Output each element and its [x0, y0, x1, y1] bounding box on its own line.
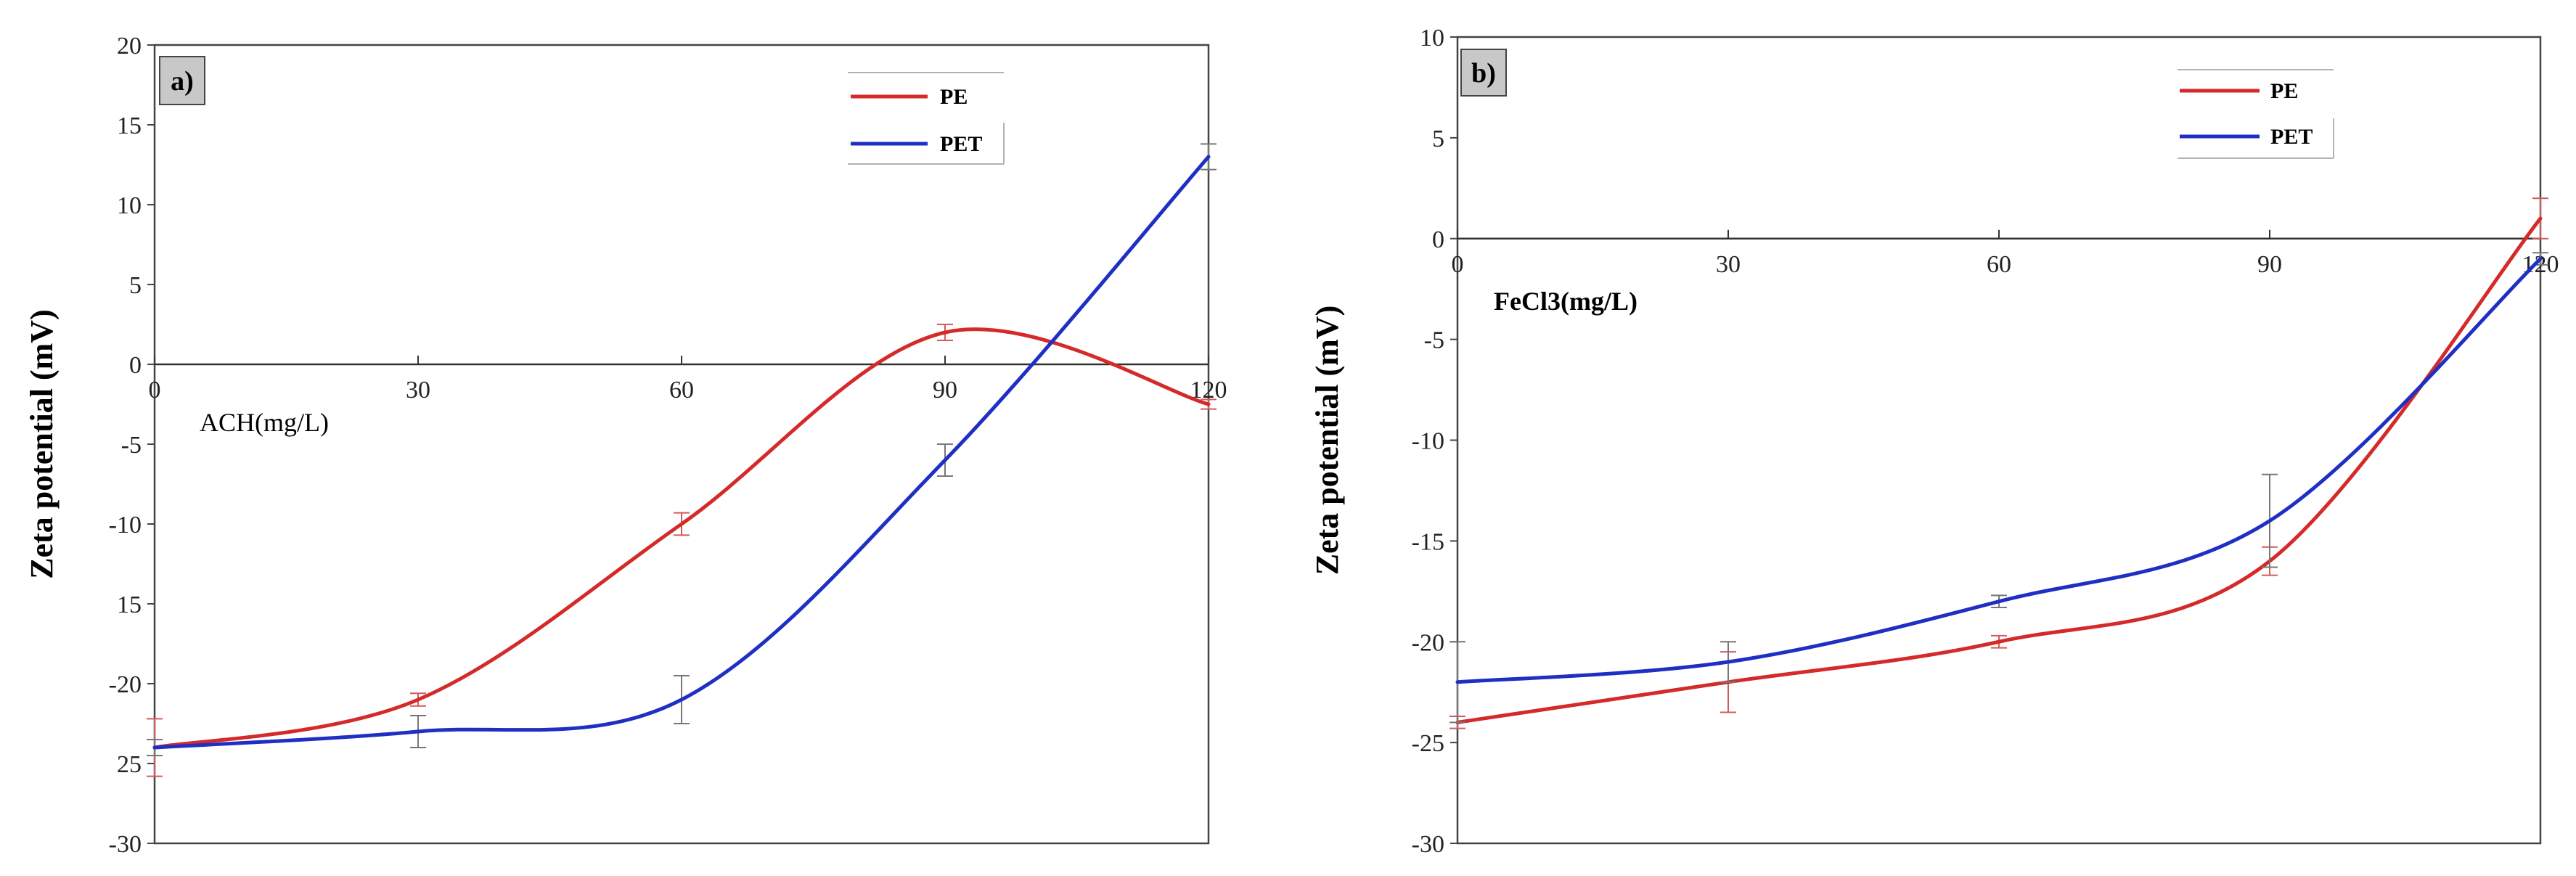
- series-pet: [147, 143, 1217, 756]
- y-tick-label: 0: [129, 352, 142, 379]
- x-tick-label: 60: [669, 377, 694, 404]
- y-tick-label: -20: [1412, 629, 1444, 656]
- y-tick-label: 25: [117, 751, 142, 778]
- x-tick-label: 90: [933, 377, 957, 404]
- legend: PE PET: [848, 72, 1005, 165]
- y-tick-label: -15: [1412, 528, 1444, 555]
- x-tick-label: 30: [406, 377, 430, 404]
- y-tick-label: -10: [1412, 428, 1444, 455]
- y-tick-label: 10: [117, 192, 142, 219]
- y-tick-label: -30: [1412, 831, 1444, 858]
- panel-label: b): [1471, 58, 1496, 89]
- legend-label-pet: PET: [2270, 125, 2313, 149]
- x-tick-label: 30: [1716, 251, 1741, 278]
- legend-label-pe: PE: [940, 85, 968, 109]
- x-tick-label: 0: [149, 377, 161, 404]
- y-tick-label: 5: [129, 272, 142, 299]
- x-axis-label: FeCl3(mg/L): [1494, 287, 1637, 316]
- series-line-pe: [1455, 216, 2543, 724]
- y-axis-label: Zeta potential (mV): [1309, 306, 1345, 576]
- y-axis-label: Zeta potential (mV): [24, 309, 60, 579]
- panel-label-box: [159, 56, 205, 105]
- y-tick-label: -20: [109, 671, 142, 698]
- x-tick-label: 60: [1987, 251, 2011, 278]
- y-tick-label: -30: [109, 831, 142, 858]
- series-line-pe: [152, 327, 1211, 750]
- y-tick-label: 20: [117, 33, 142, 60]
- y-tick-label: -25: [1412, 730, 1444, 757]
- x-axis-label: ACH(mg/L): [200, 408, 329, 437]
- y-tick-label: -5: [121, 432, 142, 459]
- panel-label: a): [171, 66, 194, 97]
- series-pet: [1449, 252, 2548, 724]
- y-tick-label: 5: [1432, 126, 1444, 152]
- legend-label-pe: PE: [2270, 79, 2298, 103]
- panel-label-box: [1460, 49, 1507, 97]
- y-tick-label: -5: [1424, 327, 1444, 354]
- series-line-pet: [1455, 257, 2543, 684]
- x-tick-label: 90: [2257, 251, 2282, 278]
- panel-b-chart: -30-25-20-15-10-505100306090120FeCl3(mg/…: [1309, 25, 2559, 858]
- legend: PE PET: [2178, 69, 2334, 159]
- legend-label-pet: PET: [940, 132, 982, 156]
- series-line-pet: [152, 155, 1211, 750]
- x-tick-label: 0: [1452, 251, 1464, 278]
- y-tick-label: 15: [117, 112, 142, 139]
- y-tick-label: 15: [117, 591, 142, 618]
- y-tick-label: 10: [1420, 25, 1444, 52]
- y-tick-label: -10: [109, 512, 142, 539]
- y-tick-label: 0: [1432, 226, 1444, 253]
